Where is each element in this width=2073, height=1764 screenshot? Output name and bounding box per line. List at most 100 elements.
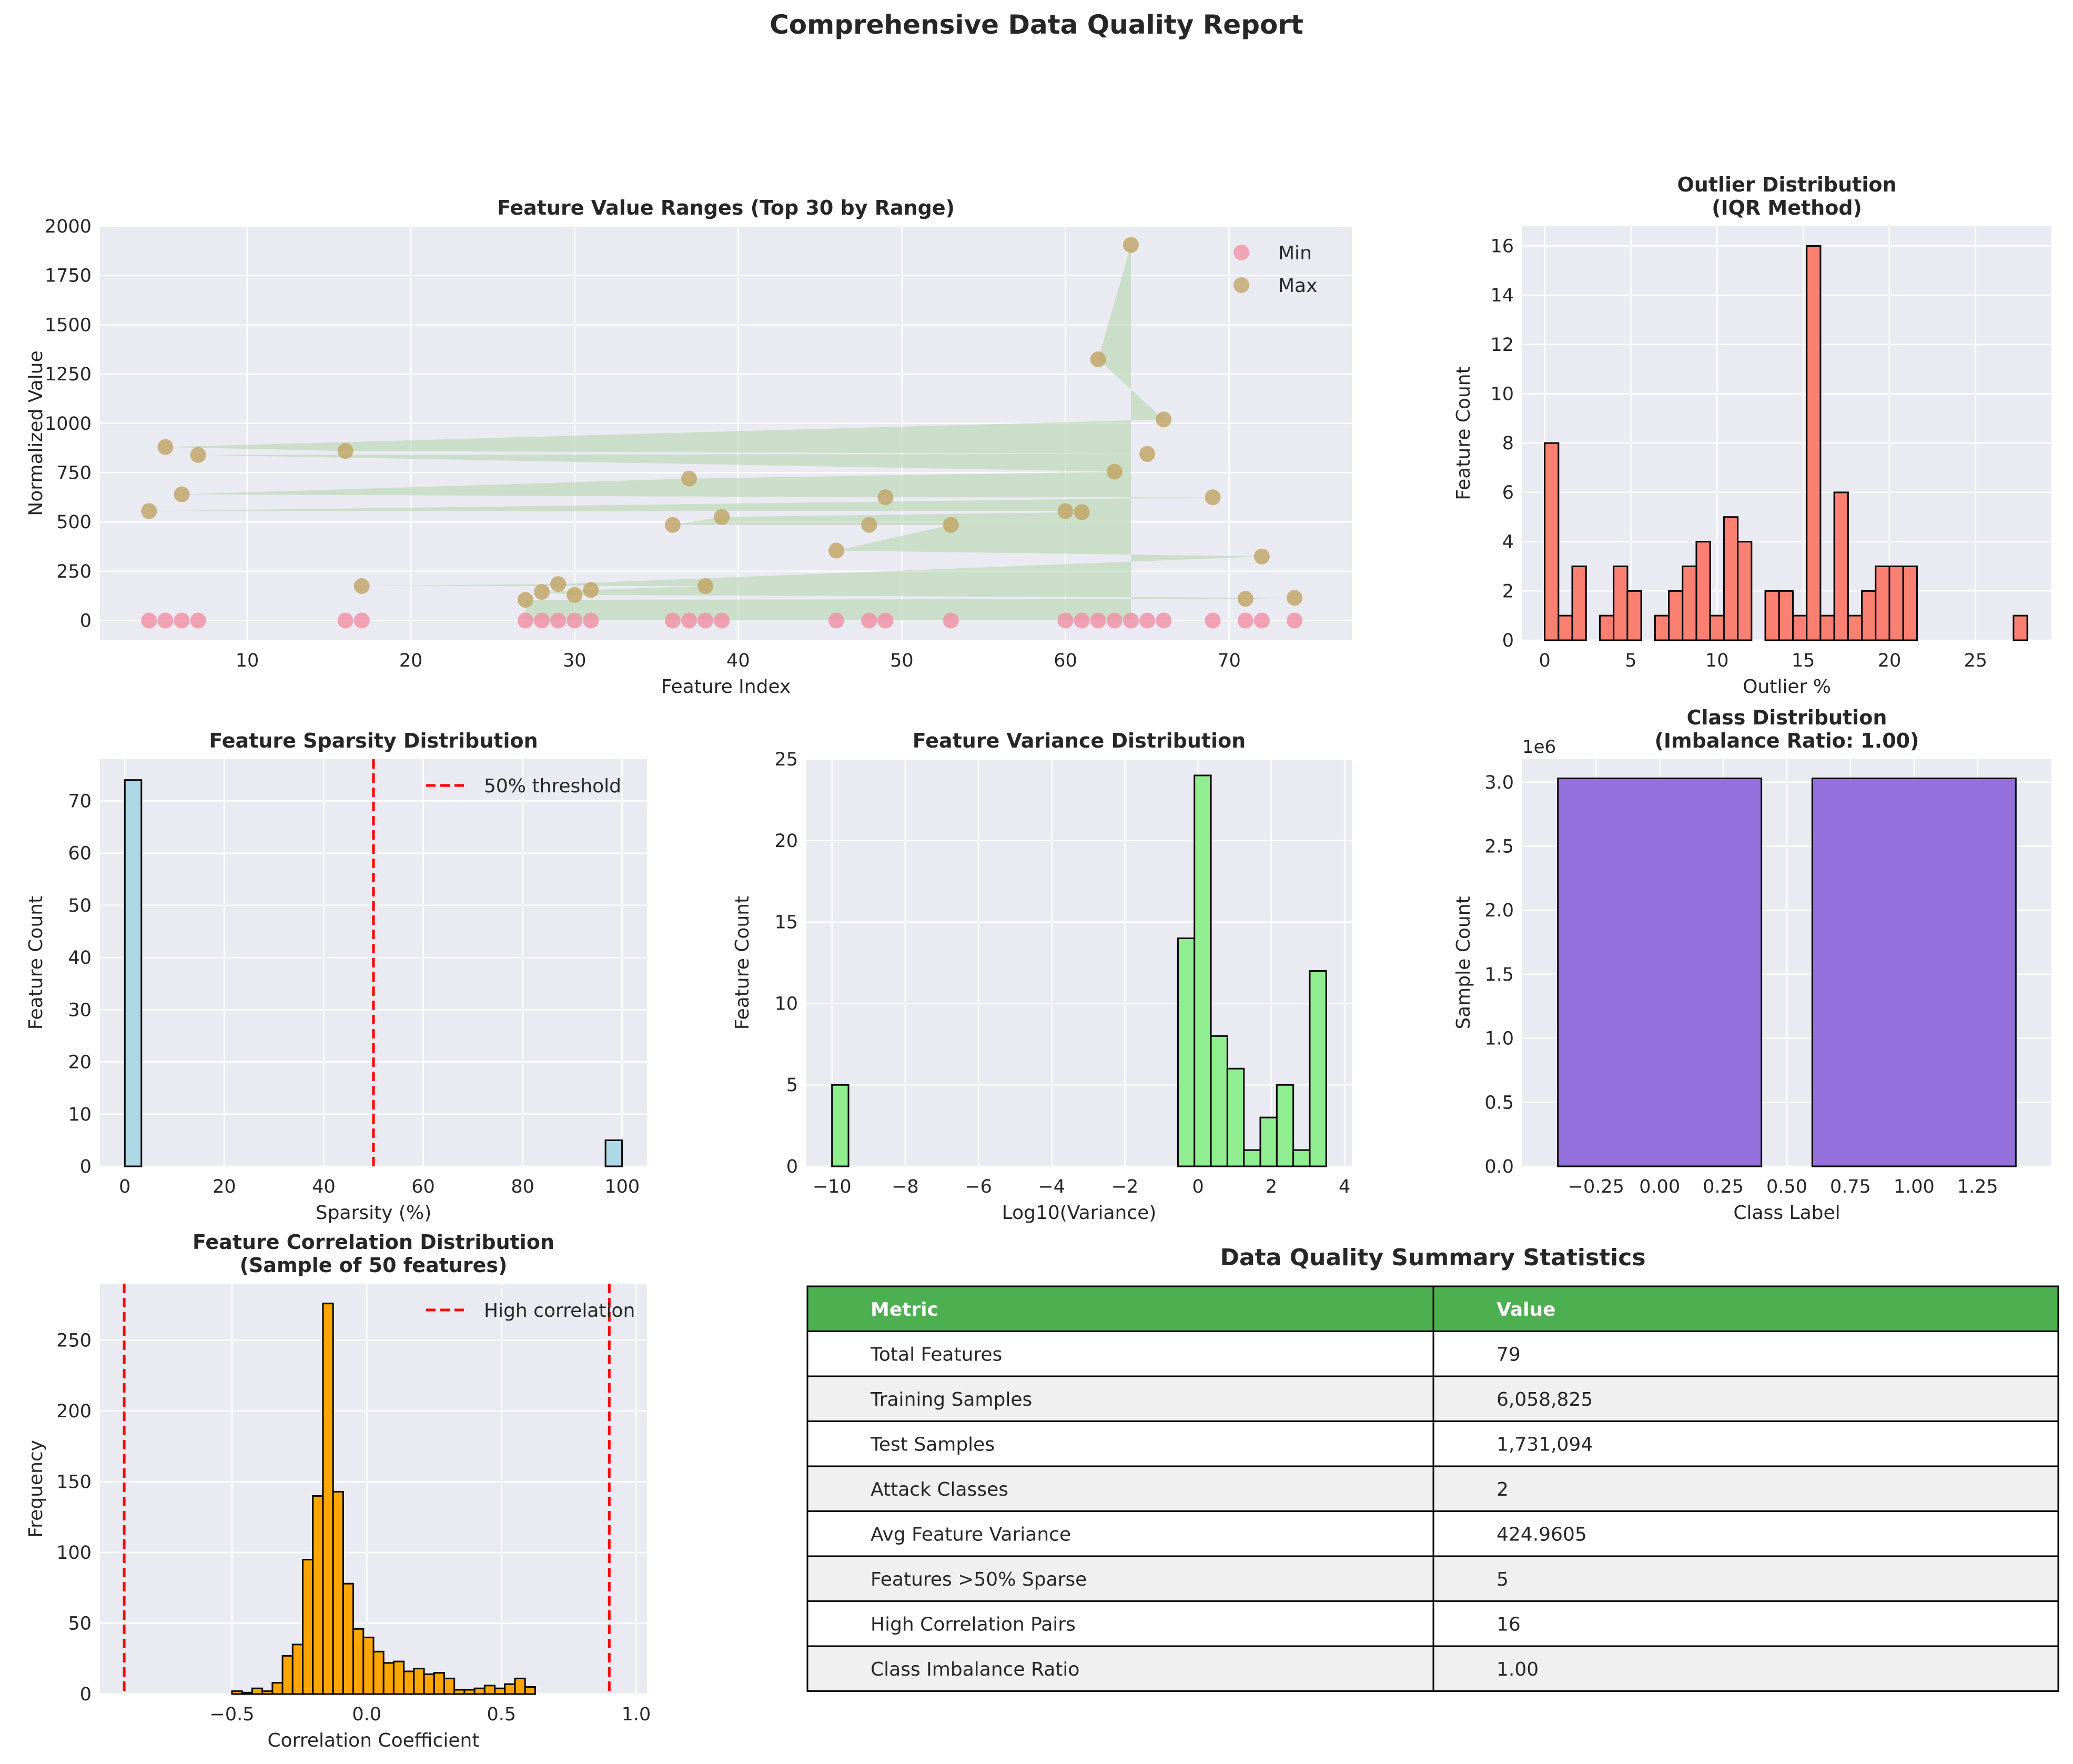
min-point [681, 612, 697, 629]
bar [372, 1650, 385, 1695]
metric-name: Attack Classes [871, 1479, 1008, 1500]
x-tick-label: 25 [1964, 650, 1988, 671]
min-point [1123, 612, 1139, 629]
min-point [714, 612, 730, 629]
chart-title: Class Distribution [1687, 706, 1887, 729]
bar [271, 1681, 284, 1695]
min-point [1106, 612, 1123, 629]
bar [443, 1677, 456, 1695]
min-point [567, 612, 583, 629]
bar [473, 1687, 486, 1695]
bar [413, 1668, 425, 1695]
min-point [1057, 612, 1074, 629]
y-tick-label: 50 [68, 895, 92, 916]
axes-background [806, 759, 1352, 1166]
y-tick-label: 16 [1490, 236, 1514, 257]
metric-name: High Correlation Pairs [871, 1614, 1076, 1635]
y-tick-label: 150 [56, 1472, 92, 1493]
y-tick-label: 500 [56, 512, 92, 533]
class-bar [1557, 778, 1763, 1167]
bar [494, 1687, 506, 1695]
metric-value: 2 [1496, 1479, 1509, 1500]
max-point [714, 509, 730, 525]
bar [403, 1670, 415, 1695]
bar [1194, 774, 1212, 1167]
y-axis-label: Normalized Value [25, 350, 47, 516]
metric-name: Training Samples [870, 1389, 1032, 1410]
bar [382, 1662, 395, 1695]
x-tick-label: 0.5 [487, 1704, 517, 1725]
y-tick-label: 0.5 [1484, 1092, 1514, 1113]
series-max [141, 237, 1303, 608]
metric-value: 5 [1496, 1569, 1509, 1590]
bar [1558, 614, 1573, 641]
x-tick-label: 0 [1192, 1176, 1204, 1197]
x-tick-label: 20 [399, 650, 423, 671]
chart-title: Outlier Distribution [1677, 173, 1896, 196]
bar [1276, 1084, 1295, 1167]
x-tick-label: 20 [1878, 650, 1902, 671]
max-point [664, 517, 681, 533]
min-point [141, 612, 157, 629]
y-tick-label: 1.0 [1484, 1029, 1514, 1050]
axes-background [1522, 226, 2051, 640]
min-point [1139, 612, 1156, 629]
bar [1259, 1116, 1278, 1167]
bar [251, 1687, 264, 1695]
bar [291, 1644, 304, 1695]
max-point [1123, 237, 1139, 253]
bar [524, 1686, 536, 1695]
y-tick-label: 1.5 [1484, 964, 1514, 985]
x-tick-label: −6 [965, 1176, 992, 1197]
bar [352, 1628, 365, 1695]
bar [1861, 590, 1877, 641]
y-tick-label: 250 [56, 561, 92, 582]
min-point [1205, 612, 1221, 629]
max-point [1090, 351, 1106, 367]
bar [1599, 614, 1615, 641]
bar [604, 1139, 623, 1167]
x-tick-label: 70 [1217, 650, 1241, 671]
x-tick-label: −2 [1111, 1176, 1139, 1197]
max-point [681, 470, 697, 487]
y-tick-label: 8 [1502, 433, 1514, 454]
min-point [1074, 612, 1090, 629]
x-tick-label: 60 [411, 1176, 435, 1197]
bar [1243, 1149, 1261, 1167]
panel-outliers: 0 5 10 15 20 25 0 2 4 6 8 10 12 14 16 Outlier Distribut… [1453, 173, 2051, 698]
bar [1668, 590, 1684, 641]
y-tick-label: 70 [68, 791, 92, 812]
max-point [1237, 591, 1253, 607]
bar [332, 1490, 344, 1695]
max-point [877, 489, 894, 506]
max-point [1205, 489, 1221, 506]
max-point [157, 439, 174, 455]
metric-value: 1.00 [1496, 1659, 1539, 1680]
x-tick-label: 15 [1792, 650, 1815, 671]
y-tick-label: 2.5 [1484, 836, 1514, 858]
table-cell [1432, 1330, 2059, 1377]
bar [1226, 1067, 1245, 1167]
min-point [190, 612, 206, 629]
bar [1806, 245, 1822, 641]
max-point [1287, 590, 1303, 606]
bar [124, 779, 143, 1167]
x-tick-label: 60 [1054, 650, 1077, 671]
x-tick-label: 0 [119, 1176, 130, 1197]
y-tick-label: 1000 [45, 414, 92, 435]
bar [1902, 565, 1918, 641]
metric-value: 16 [1496, 1614, 1521, 1635]
bar [1888, 565, 1904, 641]
y-tick-label: 750 [56, 462, 92, 483]
y-tick-label: 20 [68, 1052, 92, 1073]
legend-label: Max [1278, 275, 1317, 297]
chart-title: (Imbalance Ratio: 1.00) [1655, 729, 1919, 752]
max-point [337, 443, 353, 459]
panel-sparsity: 0 20 40 60 80 100 0 10 20 30 40 50 60 70 Feature Spars… [25, 729, 647, 1224]
metric-name: Test Samples [870, 1434, 995, 1455]
figure-title: Comprehensive Data Quality Report [770, 9, 1303, 40]
bar [1737, 541, 1753, 641]
max-point [567, 587, 583, 603]
x-tick-label: 20 [213, 1176, 236, 1197]
table-cell [806, 1510, 1434, 1557]
